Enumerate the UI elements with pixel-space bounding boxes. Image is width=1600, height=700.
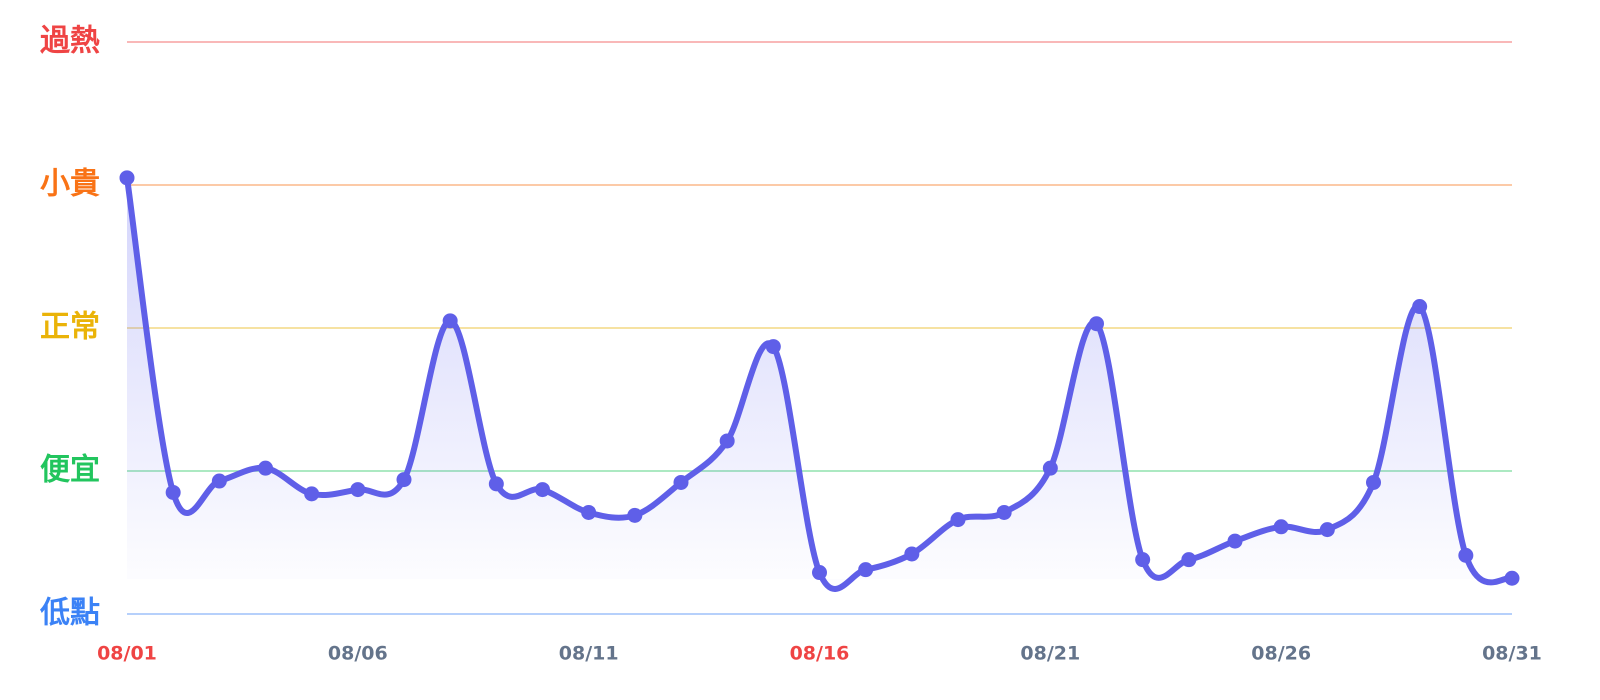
point <box>258 460 273 476</box>
point <box>304 486 320 502</box>
point <box>442 313 458 329</box>
point <box>119 170 135 186</box>
x-tick-label: 08/06 <box>328 643 388 665</box>
point <box>1504 570 1520 586</box>
point <box>765 339 781 355</box>
y-tick-label: 低點 <box>39 596 100 631</box>
point <box>904 546 920 562</box>
y-tick-label: 過熱 <box>40 24 100 59</box>
x-tick-label: 08/01 <box>97 643 157 665</box>
point <box>165 484 181 500</box>
point <box>396 472 412 488</box>
point <box>581 504 597 520</box>
x-tick-label: 08/11 <box>559 643 619 665</box>
point <box>350 482 366 498</box>
point <box>858 562 874 578</box>
point <box>1042 460 1058 476</box>
point <box>719 433 735 449</box>
point <box>1458 547 1474 563</box>
point <box>673 474 689 490</box>
point <box>535 482 550 498</box>
point <box>627 507 643 523</box>
y-tick-label: 便宜 <box>40 453 100 488</box>
area <box>127 177 1512 590</box>
point <box>1412 299 1428 315</box>
point <box>996 504 1012 520</box>
point <box>1227 533 1243 549</box>
point <box>1181 552 1197 568</box>
point <box>488 476 504 492</box>
point <box>812 565 827 581</box>
point <box>1273 519 1289 535</box>
point <box>211 473 227 489</box>
point <box>1366 474 1381 490</box>
point <box>1319 522 1335 538</box>
x-tick-label: 08/31 <box>1482 643 1542 665</box>
x-tick-label: 08/16 <box>790 643 850 665</box>
x-tick-label: 08/26 <box>1251 643 1311 665</box>
x-tick-label: 08/21 <box>1020 643 1080 665</box>
y-tick-label: 小貴 <box>40 167 100 202</box>
point <box>1089 316 1104 332</box>
y-tick-label: 正常 <box>40 310 100 345</box>
point <box>950 512 966 528</box>
point <box>1135 552 1151 568</box>
